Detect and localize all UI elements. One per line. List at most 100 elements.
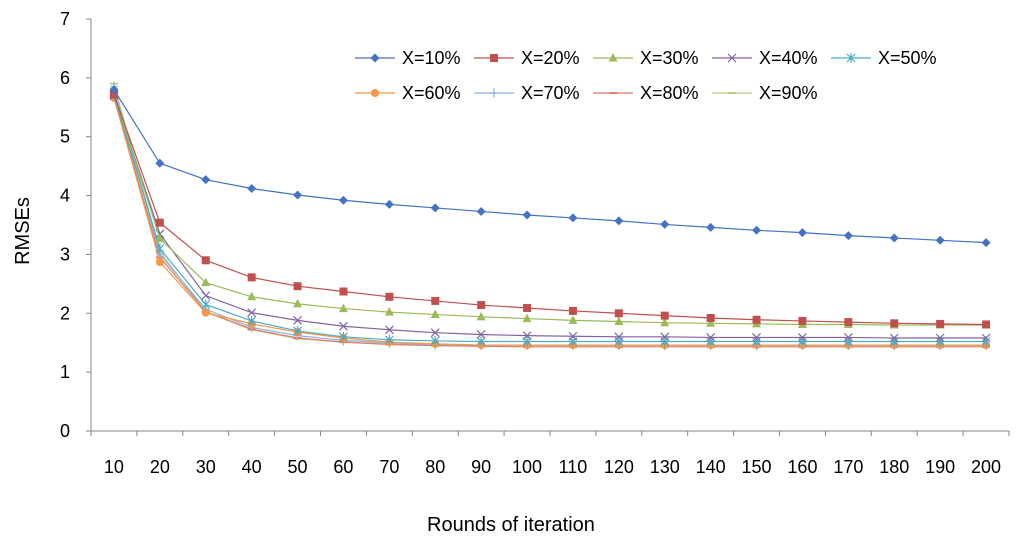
data-point bbox=[752, 225, 762, 235]
data-point bbox=[339, 287, 348, 296]
data-point bbox=[339, 321, 348, 331]
data-point bbox=[660, 219, 670, 229]
data-point bbox=[338, 303, 348, 313]
y-axis-title: RMSEs bbox=[12, 197, 34, 265]
data-point bbox=[384, 325, 394, 335]
y-tick-label: 7 bbox=[60, 9, 70, 29]
data-point bbox=[430, 309, 440, 318]
data-point bbox=[339, 331, 348, 342]
legend-item: X=20% bbox=[474, 48, 580, 68]
data-point bbox=[890, 319, 899, 328]
data-point bbox=[844, 318, 853, 327]
y-tick-label: 0 bbox=[60, 421, 70, 441]
data-point bbox=[370, 53, 380, 63]
data-point bbox=[155, 158, 165, 168]
data-point bbox=[201, 277, 211, 287]
data-point bbox=[476, 330, 486, 339]
data-point bbox=[476, 311, 486, 321]
data-point bbox=[889, 233, 899, 243]
x-tick-labels: 10 20 30 40 50 60 70 80 90 100 110 120 130 140 150 160 1… bbox=[90, 431, 1010, 477]
data-point bbox=[293, 325, 302, 336]
series-line bbox=[113, 95, 987, 343]
y-tick-label: 5 bbox=[60, 127, 70, 147]
x-tick-label: 100 bbox=[512, 457, 542, 477]
y-tick-label: 6 bbox=[60, 68, 70, 88]
x-tick-label: 200 bbox=[971, 457, 1001, 477]
data-point bbox=[384, 307, 394, 316]
series-line bbox=[113, 89, 987, 244]
series-X=90% bbox=[109, 82, 991, 347]
data-point bbox=[614, 332, 624, 342]
data-point bbox=[568, 315, 578, 324]
data-point bbox=[155, 243, 165, 254]
data-point bbox=[982, 320, 991, 329]
data-point bbox=[798, 332, 807, 342]
data-point bbox=[247, 273, 256, 282]
data-point bbox=[476, 206, 486, 216]
data-point bbox=[935, 235, 945, 245]
x-tick-label: 30 bbox=[196, 457, 216, 477]
data-point bbox=[981, 238, 991, 248]
data-point bbox=[614, 309, 623, 318]
data-point bbox=[431, 296, 440, 305]
data-point bbox=[201, 291, 211, 301]
x-tick-label: 60 bbox=[333, 457, 353, 477]
x-tick-label: 10 bbox=[104, 457, 124, 477]
data-point bbox=[201, 175, 211, 185]
x-tick-label: 90 bbox=[471, 457, 491, 477]
data-point bbox=[201, 308, 210, 317]
legend-label: X=10% bbox=[402, 48, 461, 68]
data-point bbox=[293, 315, 302, 325]
data-point bbox=[293, 298, 303, 308]
data-point bbox=[155, 233, 165, 243]
x-tick-label: 20 bbox=[150, 457, 170, 477]
data-point bbox=[293, 282, 302, 291]
data-point bbox=[843, 332, 853, 342]
legend-item: X=80% bbox=[593, 83, 699, 103]
series-X=40% bbox=[109, 90, 991, 343]
data-point bbox=[338, 195, 348, 205]
x-tick-label: 80 bbox=[425, 457, 445, 477]
legend-item: X=90% bbox=[712, 83, 818, 103]
data-point bbox=[752, 332, 761, 342]
y-tick-label: 2 bbox=[60, 303, 70, 323]
legend-label: X=70% bbox=[521, 83, 580, 103]
data-point bbox=[384, 199, 394, 209]
data-point bbox=[247, 308, 257, 318]
series-lines bbox=[109, 81, 991, 351]
data-point bbox=[843, 231, 853, 241]
data-point bbox=[706, 332, 716, 342]
data-point bbox=[477, 301, 486, 310]
legend-label: X=80% bbox=[640, 83, 699, 103]
legend-item: X=70% bbox=[474, 83, 580, 103]
y-tick-label: 3 bbox=[60, 244, 70, 264]
legend-item: X=10% bbox=[355, 48, 461, 68]
data-point bbox=[660, 332, 670, 342]
data-point bbox=[430, 203, 440, 213]
data-point bbox=[797, 228, 807, 238]
data-point bbox=[608, 53, 618, 62]
data-point bbox=[384, 334, 394, 345]
x-axis-title: Rounds of iteration bbox=[427, 514, 595, 536]
series-X=30% bbox=[109, 88, 991, 329]
series-X=60% bbox=[109, 93, 991, 350]
x-tick-label: 190 bbox=[925, 457, 955, 477]
data-point bbox=[201, 256, 210, 265]
data-point bbox=[660, 317, 670, 327]
data-point bbox=[522, 331, 532, 341]
data-point bbox=[727, 53, 737, 63]
data-point bbox=[981, 333, 991, 343]
data-point bbox=[109, 90, 118, 99]
x-tick-label: 170 bbox=[833, 457, 863, 477]
x-tick-label: 120 bbox=[604, 457, 634, 477]
series-line bbox=[113, 97, 987, 346]
data-point bbox=[109, 85, 119, 95]
y-tick-labels: 0 1 2 3 4 5 6 7 bbox=[60, 9, 91, 441]
data-point bbox=[889, 333, 899, 343]
x-tick-label: 140 bbox=[696, 457, 726, 477]
data-point bbox=[247, 315, 257, 326]
x-tick-label: 160 bbox=[787, 457, 817, 477]
data-point bbox=[752, 315, 761, 324]
data-point bbox=[247, 184, 257, 194]
data-point bbox=[614, 316, 624, 326]
